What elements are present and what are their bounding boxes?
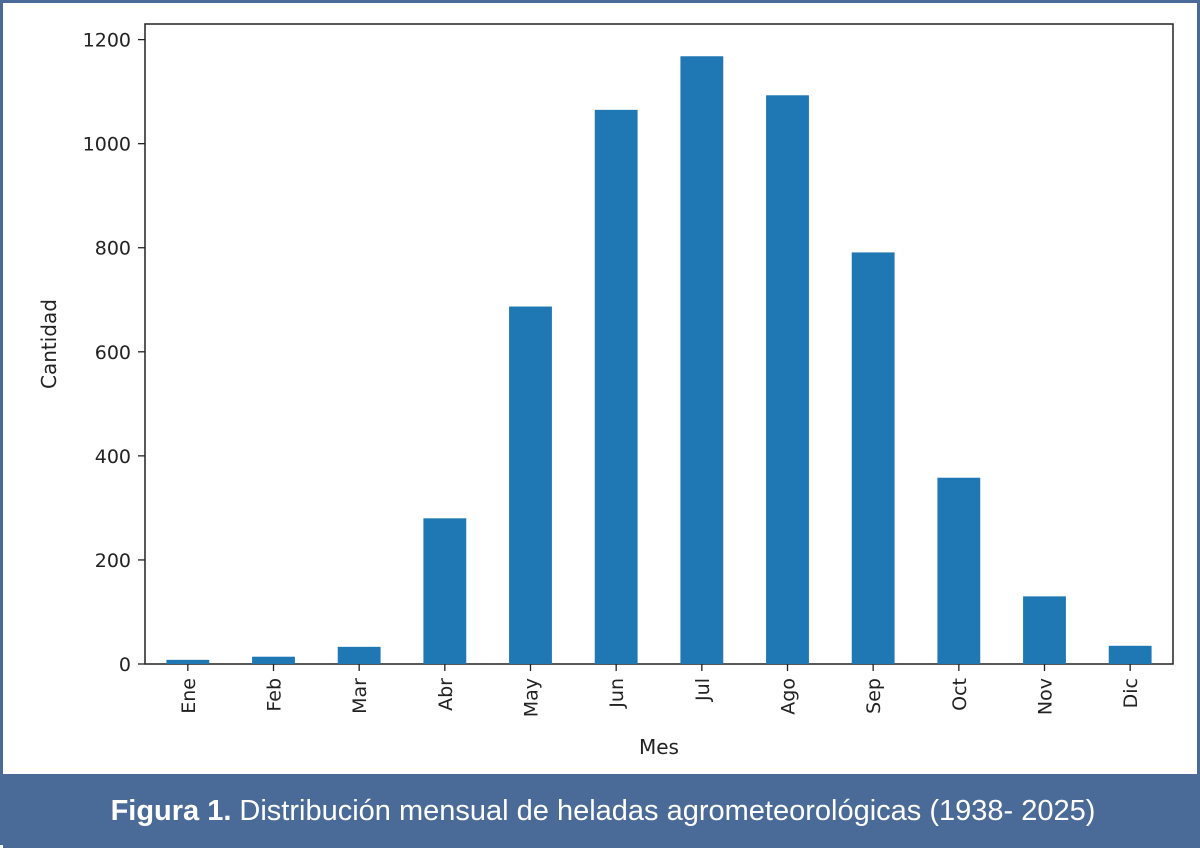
bar-sep [851,252,895,664]
x-axis-title: Mes [639,735,679,759]
bar-nov [1023,596,1066,664]
x-axis: Ene Feb Mar Abr May Jun Jul Ago Sep Oct Nov Dic [178,664,1142,717]
bar-may [509,306,552,664]
y-tick-label: 1000 [83,134,131,156]
x-tick-label: May [521,678,543,717]
x-tick-label: Jun [606,678,628,709]
plot-area [144,23,1174,665]
caption-bar: Figura 1. Distribución mensual de helada… [3,774,1200,848]
y-tick-label: 0 [119,654,131,676]
x-tick-label: Ene [178,678,200,714]
y-tick-label: 600 [95,342,131,364]
bars-group [166,56,1152,665]
bar-dic [1108,645,1152,664]
x-tick-label: Sep [863,678,885,714]
bar-jul [680,56,724,665]
bar-oct [937,477,981,664]
x-tick-label: Mar [349,678,371,714]
y-tick-label: 1200 [83,30,131,52]
y-tick-label: 200 [95,550,131,572]
bar-chart: 0 200 400 600 800 1000 1200 Ene Feb Mar Abr May Jun… [37,23,1174,759]
x-tick-label: Dic [1120,678,1142,708]
y-axis: 0 200 400 600 800 1000 1200 [83,30,145,676]
x-tick-label: Oct [949,678,971,711]
x-tick-label: Ago [778,678,800,715]
y-axis-title: Cantidad [37,299,61,389]
y-tick-label: 800 [95,238,131,260]
x-tick-label: Feb [264,678,286,712]
bar-mar [337,646,381,664]
x-tick-label: Abr [435,678,457,711]
caption-label: Figura 1. [110,794,232,827]
bar-feb [252,656,295,664]
x-tick-label: Jul [692,678,714,702]
y-tick-label: 400 [95,446,131,468]
bar-ene [166,659,210,664]
bar-jun [594,109,638,665]
bar-ago [766,95,809,665]
bar-abr [423,518,467,664]
x-tick-label: Nov [1035,678,1057,715]
caption-text: Distribución mensual de heladas agromete… [239,794,1096,827]
